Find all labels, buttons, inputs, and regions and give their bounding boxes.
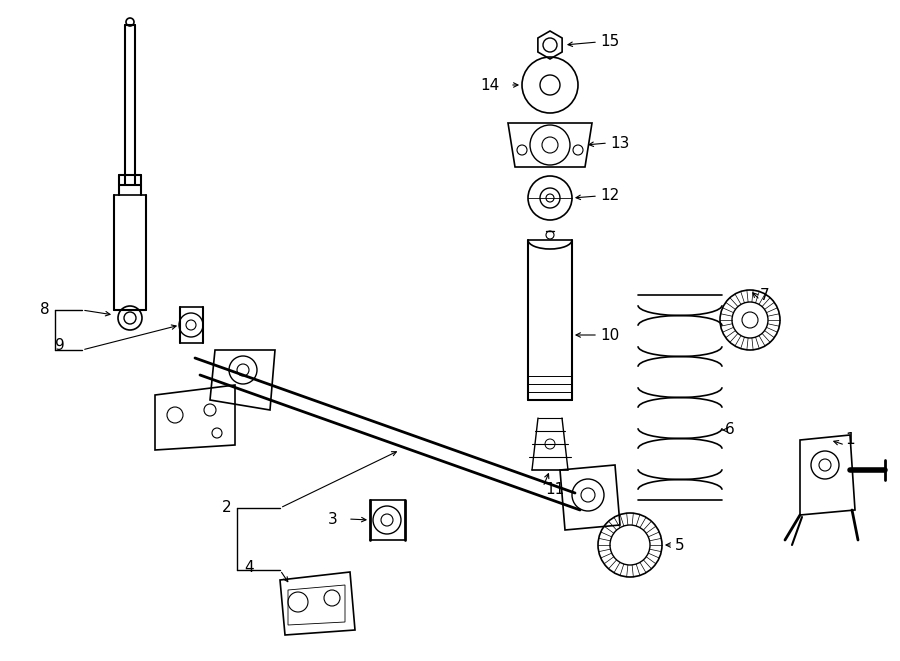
Text: 3: 3	[328, 512, 338, 527]
Text: 11: 11	[545, 483, 564, 498]
Text: 6: 6	[725, 422, 734, 438]
Text: 4: 4	[244, 561, 254, 576]
Text: 12: 12	[600, 188, 619, 204]
Text: 8: 8	[40, 303, 50, 317]
Text: 1: 1	[845, 432, 855, 447]
Text: 13: 13	[610, 136, 629, 151]
Text: 7: 7	[760, 288, 770, 303]
Text: 5: 5	[675, 537, 685, 553]
Text: 14: 14	[480, 77, 500, 93]
Text: 15: 15	[600, 34, 619, 50]
Text: 2: 2	[222, 500, 231, 516]
Text: 10: 10	[600, 327, 619, 342]
Text: 9: 9	[55, 338, 65, 352]
